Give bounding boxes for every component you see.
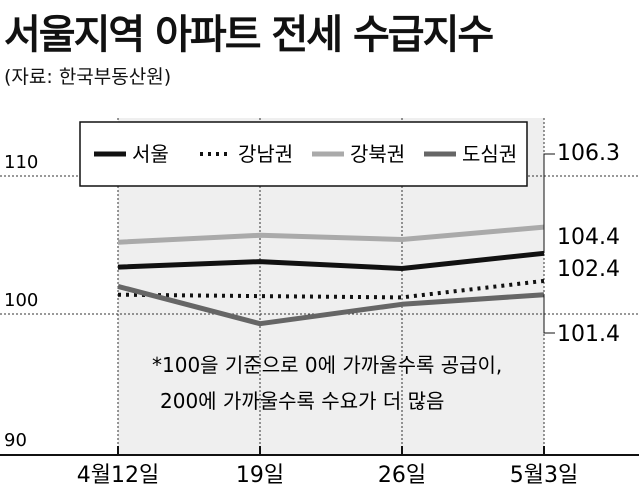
legend-label-강남권: 강남권 — [238, 142, 293, 166]
series-line-강북권 — [117, 224, 545, 245]
series-line-도심권 — [117, 283, 545, 327]
chart-title: 서울지역 아파트 전세 수급지수 — [4, 12, 494, 58]
y-tick-label-100: 100 — [4, 290, 38, 311]
x-tick-label: 19일 — [236, 463, 284, 488]
x-tick-label: 4월12일 — [77, 463, 159, 488]
x-tick-label: 26일 — [378, 463, 426, 488]
series-line-서울 — [117, 250, 545, 271]
legend-label-서울: 서울 — [132, 142, 169, 166]
leader-line — [543, 294, 555, 334]
x-tick-label: 5월3일 — [510, 463, 578, 488]
data-label: 101.4 — [557, 322, 620, 347]
data-label: 102.4 — [557, 257, 620, 282]
note-line-2: 200에 가까울수록 수요가 더 많음 — [160, 389, 444, 413]
note-line-1: *100을 기준으로 0에 가까울수록 공급이, — [152, 353, 502, 377]
data-label: 106.3 — [557, 141, 620, 166]
legend-label-강북권: 강북권 — [350, 142, 405, 166]
chart-source: (자료: 한국부동산원) — [4, 66, 172, 88]
legend-label-도심권: 도심권 — [462, 142, 517, 166]
y-tick-label-90: 90 — [4, 430, 27, 451]
leader-line — [543, 153, 555, 254]
y-tick-label-110: 110 — [4, 152, 38, 173]
data-label: 104.4 — [557, 225, 620, 250]
